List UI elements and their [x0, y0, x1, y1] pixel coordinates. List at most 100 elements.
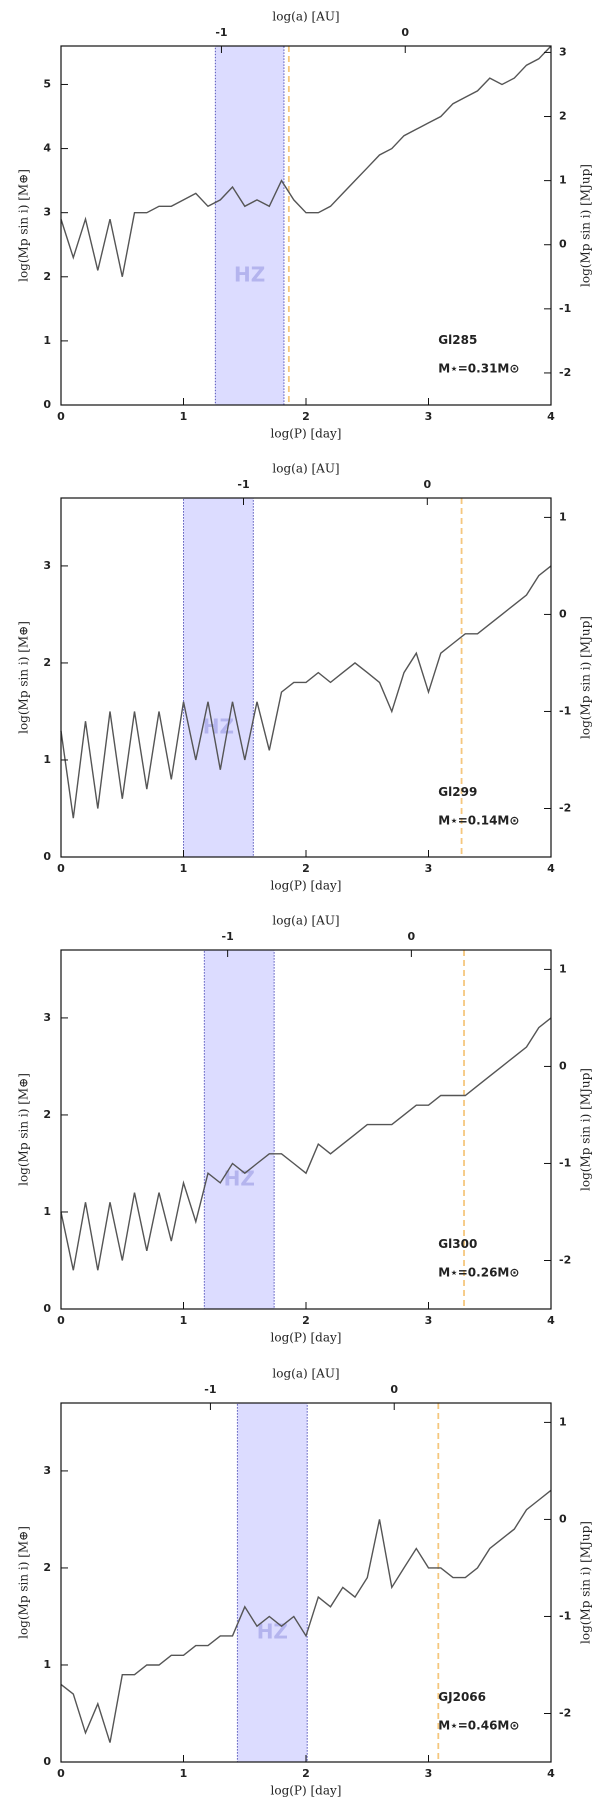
x-tick-label: 0	[57, 862, 65, 875]
annotation: M⋆=0.14M⊙	[438, 814, 519, 828]
y-axis-label: log(Mp sin i) [M⊕]	[17, 1073, 31, 1186]
x-tick-label: 1	[180, 1767, 188, 1780]
annotation: M⋆=0.31M⊙	[438, 362, 519, 376]
x-tick-label: 2	[302, 862, 310, 875]
detection-limit-line	[60, 565, 552, 819]
x2-tick-label: 0	[401, 26, 409, 39]
detection-limit-line	[60, 1489, 552, 1743]
y2-tick-label: 0	[559, 238, 567, 251]
y2-tick-label: 0	[559, 1059, 567, 1072]
y-tick-label: 1	[43, 753, 51, 766]
x2-tick-label: 0	[390, 1383, 398, 1396]
plot-frame	[60, 45, 552, 406]
x-tick-label: 1	[180, 1314, 188, 1327]
y2-tick-label: -2	[559, 801, 571, 814]
y2-tick-label: 1	[559, 510, 567, 523]
x-tick-label: 2	[302, 1314, 310, 1327]
hz-label: HZ	[203, 714, 234, 738]
hz-label: HZ	[257, 1619, 288, 1643]
x-tick-label: 3	[425, 1767, 433, 1780]
hz-label: HZ	[234, 262, 265, 286]
y-tick-label: 3	[43, 206, 51, 219]
y2-tick-label: -2	[559, 1706, 571, 1719]
x-tick-label: 4	[547, 410, 555, 423]
y2-tick-label: 2	[559, 110, 567, 123]
x-tick-label: 0	[57, 1767, 65, 1780]
x-tick-label: 4	[547, 862, 555, 875]
y-axis-label: log(Mp sin i) [M⊕]	[17, 1526, 31, 1639]
y-tick-label: 3	[43, 1011, 51, 1024]
x-tick-label: 2	[302, 1767, 310, 1780]
y2-tick-label: 1	[559, 962, 567, 975]
habitable-zone	[183, 497, 254, 858]
x2-tick-label: -1	[215, 26, 227, 39]
y2-tick-label: -1	[559, 704, 571, 717]
x-tick-label: 4	[547, 1314, 555, 1327]
y2-tick-label: -2	[559, 366, 571, 379]
y2-axis-label: log(Mp sin i) [MJup]	[579, 1068, 593, 1191]
x2-tick-label: -1	[237, 478, 249, 491]
y2-tick-label: 1	[559, 1415, 567, 1428]
x-tick-label: 3	[425, 862, 433, 875]
x2-axis-label: log(a) [AU]	[272, 10, 339, 24]
y-tick-label: 0	[43, 1302, 51, 1315]
x-tick-label: 3	[425, 410, 433, 423]
x-tick-label: 4	[547, 1767, 555, 1780]
habitable-zone	[236, 1402, 308, 1763]
x-tick-label: 1	[180, 410, 188, 423]
y2-tick-label: -1	[559, 1156, 571, 1169]
y-tick-label: 2	[43, 656, 51, 669]
detection-limit-line	[60, 1017, 552, 1271]
y2-axis-label: log(Mp sin i) [MJup]	[579, 1521, 593, 1644]
x-tick-label: 1	[180, 862, 188, 875]
annotation: M⋆=0.26M⊙	[438, 1266, 519, 1280]
y-tick-label: 1	[43, 334, 51, 347]
x2-axis-label: log(a) [AU]	[272, 914, 339, 928]
x-tick-label: 2	[302, 410, 310, 423]
y-tick-label: 0	[43, 850, 51, 863]
y2-tick-label: 3	[559, 45, 567, 58]
x-tick-label: 0	[57, 410, 65, 423]
y-tick-label: 0	[43, 1755, 51, 1768]
y-tick-label: 3	[43, 559, 51, 572]
y-tick-label: 1	[43, 1205, 51, 1218]
y2-tick-label: 0	[559, 607, 567, 620]
annotation: Gl285	[438, 333, 477, 347]
y-tick-label: 2	[43, 1561, 51, 1574]
annotation: M⋆=0.46M⊙	[438, 1719, 519, 1733]
y2-tick-label: -2	[559, 1253, 571, 1266]
y-tick-label: 0	[43, 398, 51, 411]
y2-axis-label: log(Mp sin i) [MJup]	[579, 616, 593, 739]
x-tick-label: 3	[425, 1314, 433, 1327]
x-axis-label: log(P) [day]	[271, 879, 342, 893]
y2-tick-label: -1	[559, 302, 571, 315]
annotation: Gl300	[438, 1237, 477, 1251]
y-axis-label: log(Mp sin i) [M⊕]	[17, 621, 31, 734]
y-axis-label: log(Mp sin i) [M⊕]	[17, 169, 31, 282]
x-axis-label: log(P) [day]	[271, 1784, 342, 1798]
x2-tick-label: -1	[222, 930, 234, 943]
x2-tick-label: 0	[423, 478, 431, 491]
annotation: GJ2066	[438, 1690, 486, 1704]
x2-tick-label: -1	[204, 1383, 216, 1396]
x2-axis-label: log(a) [AU]	[272, 1367, 339, 1381]
detection-limit-line	[60, 45, 552, 277]
habitable-zone	[203, 949, 275, 1310]
y2-axis-label: log(Mp sin i) [MJup]	[579, 164, 593, 287]
annotation: Gl299	[438, 785, 477, 799]
x2-tick-label: 0	[408, 930, 416, 943]
y2-tick-label: -1	[559, 1609, 571, 1622]
x-tick-label: 0	[57, 1314, 65, 1327]
plot-frame	[60, 497, 552, 858]
y2-tick-label: 1	[559, 174, 567, 187]
habitable-zone	[214, 45, 285, 406]
y-tick-label: 3	[43, 1464, 51, 1477]
plot-frame	[60, 949, 552, 1310]
y-tick-label: 2	[43, 1108, 51, 1121]
x-axis-label: log(P) [day]	[271, 1331, 342, 1345]
y-tick-label: 2	[43, 270, 51, 283]
